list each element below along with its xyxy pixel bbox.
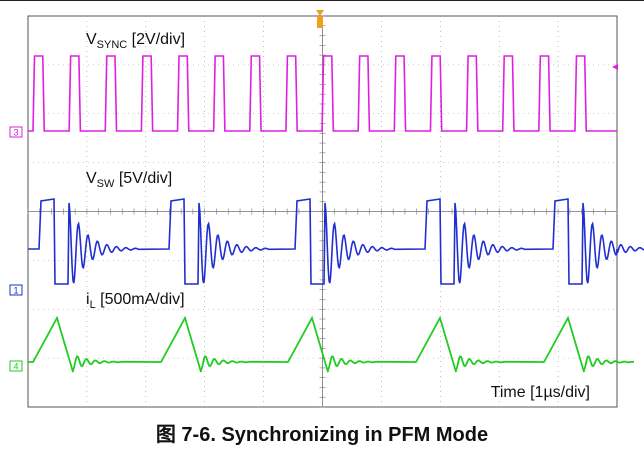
top-rule <box>0 0 644 1</box>
series-vsw-trace <box>28 198 644 285</box>
series-label-il: iL [500mA/div] <box>86 291 185 311</box>
channel-marker-4: 4 <box>9 360 23 372</box>
series-il-trace <box>28 315 634 373</box>
traces <box>28 55 644 373</box>
channel-marker-1-label: 1 <box>13 286 18 296</box>
trigger-marker <box>316 10 324 28</box>
trigger-level-marker <box>612 64 618 70</box>
oscilloscope-plot: 3 1 4 VSYNC [2V/div] VSW [5V/div] iL [50… <box>9 10 644 408</box>
series-label-vsync: VSYNC [2V/div] <box>86 31 185 51</box>
channel-marker-1: 1 <box>9 284 23 296</box>
series-vsync-trace <box>28 55 617 132</box>
channel-marker-3-label: 3 <box>13 128 18 138</box>
series-label-vsw: VSW [5V/div] <box>86 170 172 190</box>
time-scale-label: Time [1µs/div] <box>491 384 590 401</box>
channel-marker-4-label: 4 <box>13 362 18 372</box>
channel-marker-3: 3 <box>9 126 23 138</box>
figure-caption: 图 7-6. Synchronizing in PFM Mode <box>155 424 489 446</box>
